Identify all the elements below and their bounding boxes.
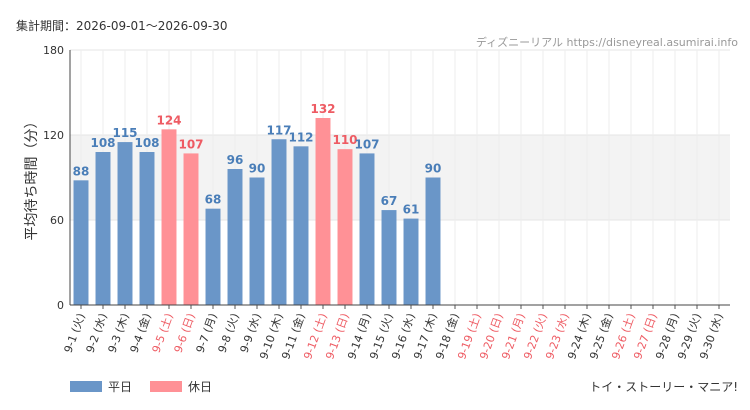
bar-value-label: 108 [134, 136, 159, 150]
weekday-bar [205, 208, 221, 305]
y-tick-label: 0 [57, 299, 64, 312]
legend-label-weekday: 平日 [108, 380, 133, 394]
bar-value-label: 107 [354, 137, 379, 151]
bar-value-label: 88 [73, 164, 90, 178]
weekday-bar [271, 139, 287, 305]
bar-value-label: 117 [266, 123, 291, 137]
bar-value-label: 110 [332, 133, 357, 147]
legend: 平日 休日 [70, 378, 212, 395]
bars [73, 118, 441, 305]
legend-swatch-holiday [150, 381, 183, 392]
y-tick-label: 180 [43, 44, 64, 57]
bar-value-label: 96 [227, 153, 244, 167]
holiday-bar [183, 153, 199, 305]
legend-label-holiday: 休日 [188, 380, 213, 394]
weekday-bar [403, 218, 419, 305]
legend-item-holiday: 休日 [150, 378, 212, 395]
weekday-bar [73, 180, 89, 305]
value-labels: 8810811510812410768969011711213211010767… [73, 102, 442, 217]
bar-value-label: 132 [310, 102, 335, 116]
bar-value-label: 124 [156, 113, 181, 127]
y-tick-labels: 0 60 120 180 [43, 44, 64, 312]
y-tick-label: 60 [50, 214, 64, 227]
weekday-bar [425, 177, 441, 305]
weekday-bar [227, 169, 243, 305]
holiday-bar [161, 129, 177, 305]
holiday-bar [315, 118, 331, 305]
legend-swatch-weekday [70, 381, 102, 392]
weekday-bar [249, 177, 265, 305]
weekday-bar [381, 210, 397, 305]
weekday-bar [95, 152, 111, 305]
period-label: 集計期間：2026-09-01〜2026-09-30 [16, 19, 228, 33]
weekday-bar [359, 153, 375, 305]
bar-value-label: 90 [425, 162, 442, 176]
holiday-bar [337, 149, 353, 305]
bar-value-label: 67 [381, 194, 398, 208]
shaded-band [70, 135, 730, 220]
weekday-bar [139, 152, 155, 305]
source-label: ディズニーリアル https://disneyreal.asumirai.inf… [475, 36, 738, 49]
bar-value-label: 112 [288, 130, 313, 144]
bar-value-label: 61 [403, 203, 420, 217]
weekday-bar [293, 146, 309, 305]
bar-value-label: 107 [178, 137, 203, 151]
weekday-bar [117, 142, 133, 305]
bar-value-label: 115 [112, 126, 137, 140]
bar-value-label: 68 [205, 193, 222, 207]
y-tick-label: 120 [43, 129, 64, 142]
legend-item-weekday: 平日 [70, 378, 132, 395]
y-axis-title: 平均待ち時間（分） [24, 115, 40, 241]
bar-value-label: 90 [249, 162, 266, 176]
attraction-name: トイ・ストーリー・マニア! [589, 380, 738, 394]
x-tick-labels: 9-1 (火)9-2 (水)9-3 (木)9-4 (金)9-5 (土)9-6 (… [62, 305, 726, 361]
bar-value-label: 108 [90, 136, 115, 150]
